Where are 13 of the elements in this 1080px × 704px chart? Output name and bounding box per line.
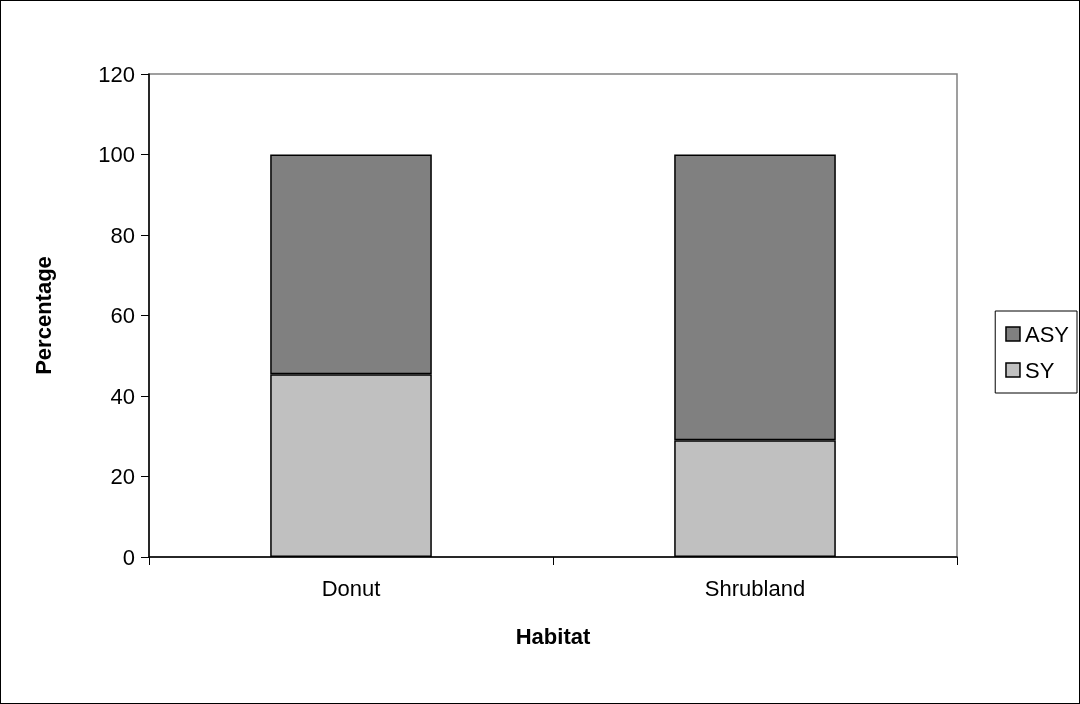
y-tick-label: 40 bbox=[110, 383, 135, 409]
y-axis-title: Percentage bbox=[30, 256, 56, 375]
y-tick-label: 0 bbox=[122, 544, 135, 570]
y-tick-label: 120 bbox=[98, 61, 135, 87]
y-tick-label: 60 bbox=[110, 303, 135, 328]
y-tick-label: 20 bbox=[110, 464, 135, 489]
legend-label: ASY bbox=[1024, 321, 1070, 347]
y-tick-label: 100 bbox=[98, 142, 135, 167]
x-tick-label: Donut bbox=[321, 575, 381, 601]
legend-label: SY bbox=[1024, 357, 1055, 383]
y-tick-label: 80 bbox=[110, 222, 135, 248]
x-axis-title: Habitat bbox=[515, 623, 591, 649]
x-tick-label: Shrubland bbox=[704, 575, 806, 601]
